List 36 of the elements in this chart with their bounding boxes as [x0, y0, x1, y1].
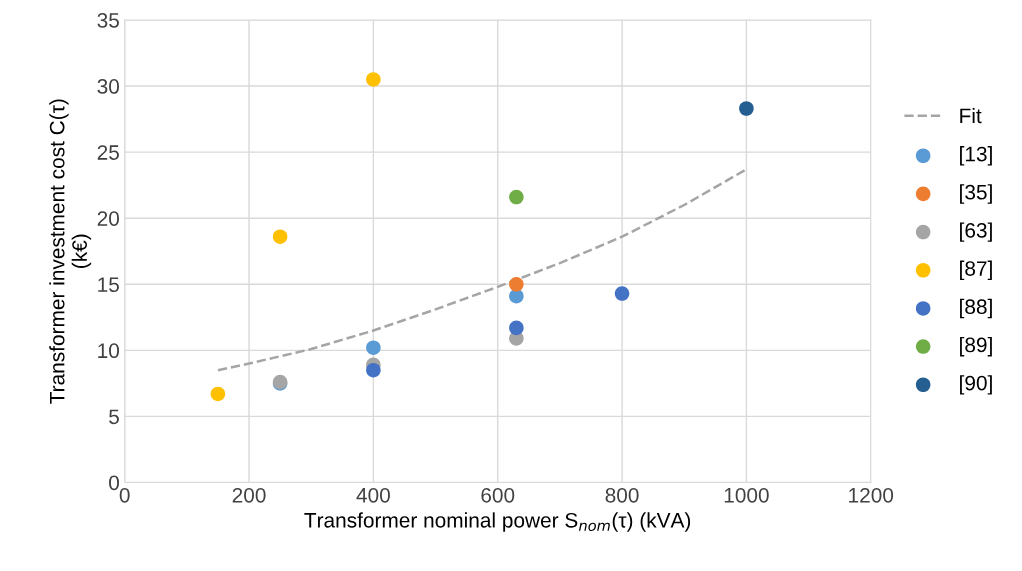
legend-label: [90] — [960, 375, 992, 395]
y-tick-label: 15 — [98, 277, 119, 293]
y-tick-label: 35 — [97, 12, 119, 28]
y-tick-label: 20 — [97, 211, 120, 226]
y-tick-label: 10 — [98, 343, 120, 359]
point — [509, 276, 524, 292]
legend-label: Fit — [960, 107, 982, 124]
legend-label: [35] — [960, 184, 992, 204]
point — [739, 101, 754, 116]
x-tick-label: 400 — [356, 487, 390, 503]
legend-label: [88] — [960, 298, 992, 319]
y-axis-title: Transformer investment cost C(τ) (k€) — [49, 99, 92, 404]
y-tick-label: 25 — [97, 145, 119, 160]
y-tick-label: 5 — [109, 409, 119, 425]
point — [366, 362, 381, 378]
x-tick-label: 800 — [605, 487, 639, 503]
legend-label: [63] — [960, 222, 992, 242]
legend-label: [13] — [960, 146, 992, 166]
line-series — [216, 168, 748, 372]
point — [509, 189, 524, 205]
y-tick-label: 30 — [97, 79, 120, 94]
x-tick-label: 0 — [119, 487, 130, 503]
point — [509, 320, 524, 336]
y-tick-label: 0 — [109, 475, 120, 491]
x-tick-label: 1000 — [724, 487, 769, 503]
x-tick-label: 1200 — [849, 487, 894, 503]
point — [366, 72, 381, 87]
x-axis-title: Transformer nominal power S$_{nom}$(τ) (kVA) — [304, 512, 691, 532]
point — [272, 229, 288, 244]
point — [210, 386, 226, 402]
point — [614, 286, 630, 301]
legend-label: [89] — [960, 336, 992, 357]
point — [366, 340, 381, 355]
legend-label: [87] — [960, 260, 992, 281]
x-tick-label: 600 — [481, 487, 515, 503]
x-tick-label: 200 — [232, 487, 266, 503]
